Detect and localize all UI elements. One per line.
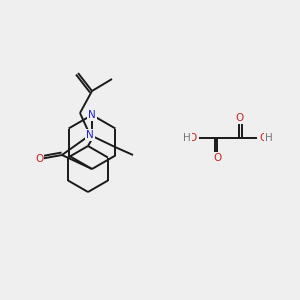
Text: O: O: [35, 154, 43, 164]
Text: O: O: [235, 113, 243, 123]
Text: H: H: [183, 133, 191, 143]
Text: O: O: [213, 153, 221, 163]
Text: N: N: [88, 110, 96, 120]
Text: N: N: [86, 130, 94, 140]
Text: H: H: [265, 133, 273, 143]
Text: O: O: [259, 133, 267, 143]
Text: O: O: [189, 133, 197, 143]
